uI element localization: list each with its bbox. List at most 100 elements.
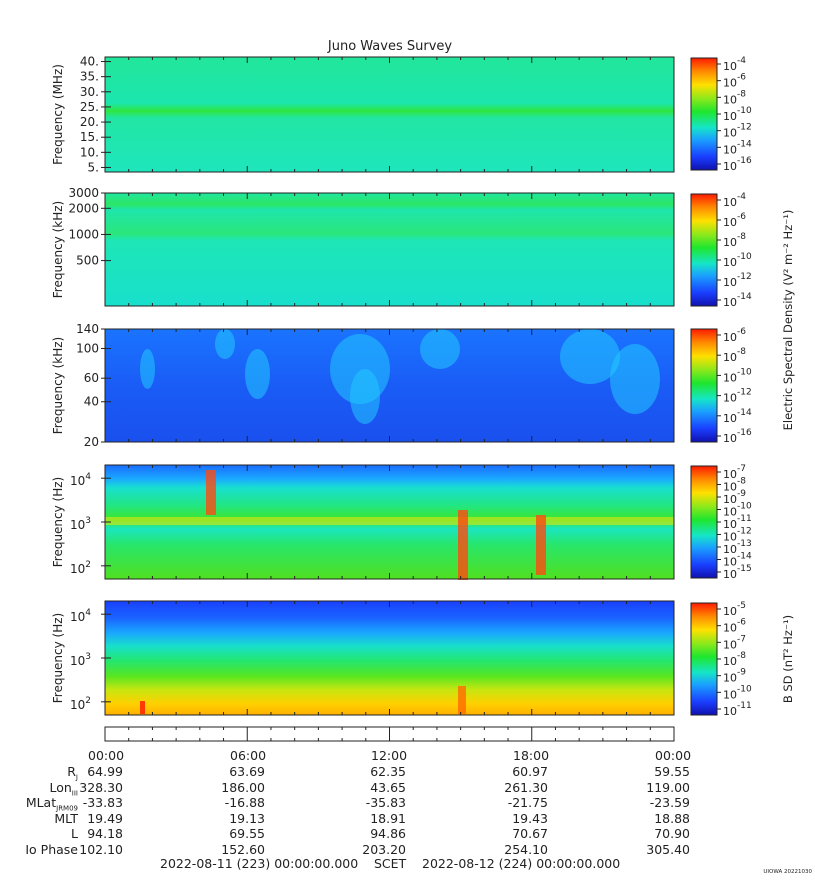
ephemeris-value: 64.99 bbox=[87, 764, 123, 779]
colorbar-tick-label: 10-5 bbox=[723, 601, 746, 618]
ephemeris-value: 18.88 bbox=[654, 810, 690, 826]
colorbar-tick-label: 10-10 bbox=[723, 502, 752, 519]
emission-feature bbox=[350, 369, 380, 424]
colorbar: 10-6 10-8 10-10 10-12 10-14 10-16 bbox=[690, 327, 752, 445]
colorbar-tick-label: 10-14 bbox=[723, 552, 752, 569]
emission-feature bbox=[140, 349, 155, 389]
colorbar-tick-label: 10-6 bbox=[723, 618, 746, 635]
ephemeris-row-label: MLatJRM09 bbox=[25, 795, 78, 813]
y-axis-label: Frequency (MHz) bbox=[51, 64, 65, 165]
y-tick-label: 10. bbox=[80, 145, 99, 159]
colorbar: 10-710-810-910-1010-1110-1210-1310-1410-… bbox=[690, 464, 752, 581]
ephemeris-row-label: MLT bbox=[54, 810, 78, 826]
ephemeris-value: 19.43 bbox=[512, 810, 548, 826]
colorbar-tick-label: 10-12 bbox=[723, 527, 752, 544]
emission-feature bbox=[420, 329, 460, 369]
colorbar-tick-label: 10-12 bbox=[723, 272, 752, 289]
y-tick-label: 3000 bbox=[68, 186, 99, 200]
ephemeris-value: 70.67 bbox=[512, 826, 548, 841]
ephemeris-value: 18.91 bbox=[370, 810, 406, 826]
ephemeris-value: 69.55 bbox=[229, 826, 265, 841]
ephemeris-row-label: RJ bbox=[67, 764, 78, 782]
ephemeris-value: 43.65 bbox=[370, 779, 406, 795]
colorbar-tick-label: 10-13 bbox=[723, 539, 752, 556]
colorbar-tick-label: 10-8 bbox=[723, 89, 746, 106]
colorbar-scale bbox=[690, 328, 718, 443]
y-tick-label: 60 bbox=[84, 371, 99, 385]
y-tick-label: 500 bbox=[76, 254, 99, 268]
colorbar-tick-label: 10-10 bbox=[723, 684, 752, 701]
ephemeris-value: -23.59 bbox=[649, 795, 690, 810]
y-tick-label: 2000 bbox=[68, 201, 99, 215]
colorbar-tick-label: 10-8 bbox=[723, 232, 746, 249]
emission-burst bbox=[206, 470, 216, 515]
y-axis-label: Frequency (kHz) bbox=[51, 201, 65, 298]
spectrogram-panel-3: 140 100 60 40 20 Frequency (kHz) 10-6 10-8 10-10… bbox=[51, 322, 752, 449]
footer-scet-label: SCET bbox=[374, 856, 407, 871]
colorbar-tick-label: 10-10 bbox=[723, 367, 752, 384]
ephemeris-row-label: L bbox=[71, 826, 78, 841]
y-tick-label: 40. bbox=[80, 55, 99, 69]
colorbar-tick-label: 10-6 bbox=[723, 327, 746, 344]
y-tick-label: 100 bbox=[76, 342, 99, 356]
time-label: 18:00 bbox=[513, 748, 550, 763]
ephemeris-value: 70.90 bbox=[654, 826, 690, 841]
y-tick-label: 104 bbox=[70, 608, 91, 624]
y-axis-label: Frequency (Hz) bbox=[51, 477, 65, 568]
colorbar-scale bbox=[690, 602, 718, 716]
colorbar-tick-label: 10-7 bbox=[723, 634, 746, 651]
colorbar-label: B SD (nT² Hz⁻¹) bbox=[781, 615, 795, 703]
y-tick-label: 40 bbox=[84, 395, 99, 409]
y-tick-label: 20. bbox=[80, 115, 99, 129]
spectrogram-panel-4: 104 103 102 Frequency (Hz) 10-710-810-910-10… bbox=[51, 464, 752, 581]
colorbar-tick-label: 10-12 bbox=[723, 123, 752, 140]
colorbar-tick-label: 10-14 bbox=[723, 292, 752, 309]
colorbar-tick-label: 10-11 bbox=[723, 514, 752, 531]
ephemeris-value: 328.30 bbox=[79, 779, 123, 795]
y-tick-label: 30. bbox=[80, 85, 99, 99]
colorbar-tick-label: 10-6 bbox=[723, 212, 746, 229]
colorbar-tick-label: 10-10 bbox=[723, 106, 752, 123]
emission-feature bbox=[245, 349, 270, 399]
ephemeris-value: -16.88 bbox=[224, 795, 265, 810]
y-tick-label: 15. bbox=[80, 130, 99, 144]
ephemeris-value: -35.83 bbox=[365, 795, 406, 810]
ephemeris-value: 203.20 bbox=[362, 841, 406, 857]
emission-band bbox=[105, 517, 674, 525]
y-tick-label: 1000 bbox=[68, 227, 99, 241]
colorbar-tick-label: 10-12 bbox=[723, 388, 752, 405]
ephemeris-value: 261.30 bbox=[504, 779, 548, 795]
colorbar-scale bbox=[690, 57, 718, 171]
figure-title: Juno Waves Survey bbox=[327, 39, 453, 54]
time-label: 06:00 bbox=[230, 748, 267, 763]
ephemeris-value: 152.60 bbox=[221, 841, 265, 857]
y-tick-label: 140 bbox=[76, 322, 99, 336]
colorbar-tick-label: 10-8 bbox=[723, 651, 746, 668]
ephemeris-value: 186.00 bbox=[221, 779, 265, 795]
emission-burst bbox=[140, 701, 145, 714]
y-tick-label: 5. bbox=[88, 160, 99, 174]
ephemeris-row-label: Io Phase bbox=[25, 841, 78, 857]
y-tick-label: 102 bbox=[70, 560, 91, 576]
ephemeris-value: 94.18 bbox=[87, 826, 123, 841]
y-axis-label: Frequency (Hz) bbox=[51, 613, 65, 704]
colorbar-tick-label: 10-16 bbox=[723, 428, 752, 445]
y-tick-label: 103 bbox=[70, 652, 91, 668]
emission-feature bbox=[215, 329, 235, 359]
time-axis-bar bbox=[104, 726, 675, 742]
time-label: 00:00 bbox=[655, 748, 692, 763]
y-tick-label: 103 bbox=[70, 516, 91, 532]
colorbar-scale bbox=[690, 465, 718, 579]
y-axis-label: Frequency (kHz) bbox=[51, 337, 65, 434]
colorbar-tick-label: 10-4 bbox=[723, 192, 746, 209]
colorbar-tick-label: 10-16 bbox=[723, 156, 752, 173]
y-tick-label: 25. bbox=[80, 100, 99, 114]
colorbar-tick-label: 10-8 bbox=[723, 347, 746, 364]
time-label: 00:00 bbox=[88, 748, 125, 763]
ephemeris-value: 59.55 bbox=[654, 764, 690, 779]
spectrogram-panel-1: 40.35.30.25.20.15.10.5. Frequency (MHz) 10… bbox=[51, 55, 752, 175]
ephemeris-row-label: LonIII bbox=[49, 779, 78, 798]
ephemeris-value: 60.97 bbox=[512, 764, 548, 779]
